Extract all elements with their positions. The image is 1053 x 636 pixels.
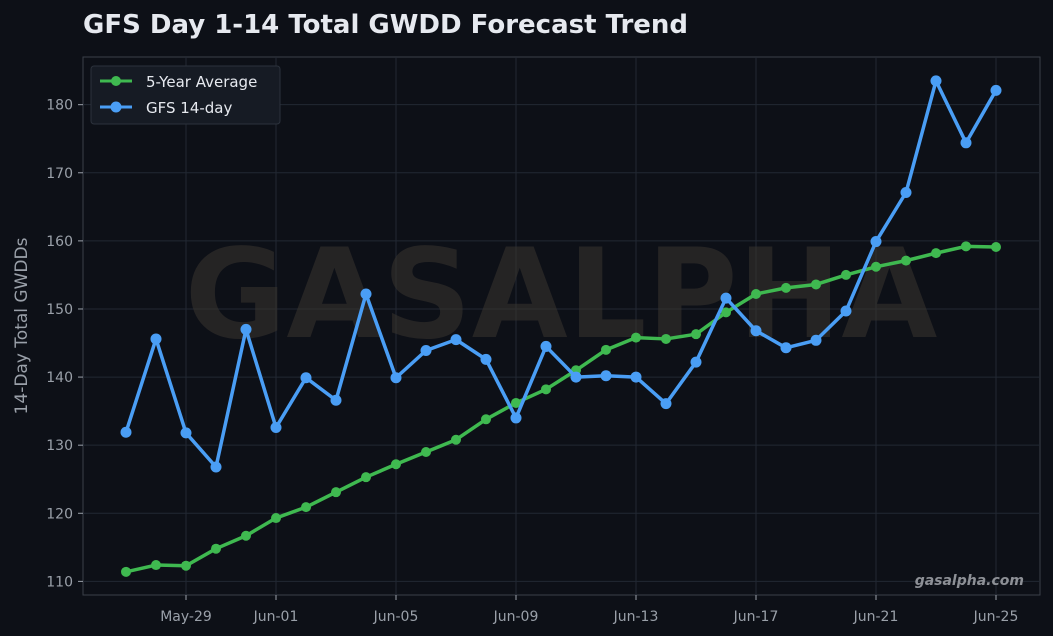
legend-label-gfs: GFS 14-day	[146, 99, 232, 117]
series-5yr-average	[121, 241, 1001, 577]
watermark: GASALPHA	[185, 223, 938, 367]
data-point	[120, 426, 132, 438]
series-gfs-14day	[120, 75, 1002, 473]
data-point	[690, 356, 702, 368]
y-tick-label: 120	[46, 506, 73, 522]
series-line	[125, 244, 997, 574]
series-line	[124, 79, 998, 469]
data-point	[390, 372, 402, 384]
data-point	[930, 75, 942, 87]
data-point	[301, 502, 311, 513]
x-tick-label: Jun-09	[493, 609, 539, 625]
data-point	[900, 187, 912, 199]
x-tick-label: Jun-17	[733, 609, 779, 625]
legend-box	[90, 65, 281, 125]
data-point	[420, 345, 432, 357]
x-tick-label: May-29	[160, 609, 212, 625]
data-point	[331, 487, 341, 498]
credit-text: gasalpha.com	[915, 573, 1024, 589]
x-tick-label: Jun-01	[253, 609, 299, 625]
data-point	[720, 292, 732, 304]
data-point	[540, 340, 552, 352]
y-axis-label: 14-Day Total GWDDs	[12, 237, 32, 414]
data-point	[991, 242, 1001, 253]
x-tick-label: Jun-05	[373, 609, 419, 625]
data-point	[990, 84, 1002, 96]
data-point	[840, 305, 852, 317]
data-point	[691, 329, 701, 340]
data-point	[810, 334, 822, 346]
x-tick-labels: May-29 Jun-01 Jun-05 Jun-09 Jun-13 Jun-17 Jun-…	[160, 595, 1018, 625]
data-point	[151, 560, 161, 571]
data-point	[630, 371, 642, 383]
data-point	[750, 325, 762, 337]
y-tick-label: 140	[46, 370, 73, 386]
legend-marker-5yr	[111, 76, 121, 86]
data-point	[421, 446, 431, 457]
chart-title: GFS Day 1-14 Total GWDD Forecast Trend	[83, 10, 688, 40]
data-point	[150, 333, 162, 345]
data-point	[480, 353, 492, 365]
data-point	[330, 394, 342, 406]
data-point	[751, 288, 761, 299]
data-point	[660, 398, 672, 410]
y-tick-label: 150	[46, 302, 73, 318]
data-point	[811, 279, 821, 290]
data-point	[601, 344, 611, 355]
data-point	[870, 236, 882, 248]
data-point	[600, 370, 612, 382]
data-point	[841, 269, 851, 280]
data-point	[631, 332, 641, 343]
plot-area	[82, 56, 1041, 596]
series-layer	[120, 75, 1002, 577]
data-point	[510, 412, 522, 424]
x-tick-label: Jun-13	[613, 609, 659, 625]
data-point	[241, 530, 251, 541]
data-point	[360, 288, 372, 300]
legend-label-5yr: 5-Year Average	[146, 73, 257, 91]
data-point	[960, 137, 972, 149]
data-point	[541, 384, 551, 395]
data-point	[271, 513, 281, 524]
data-point	[781, 282, 791, 293]
data-point	[181, 560, 191, 571]
data-point	[211, 543, 221, 554]
data-point	[180, 427, 192, 439]
data-point	[451, 434, 461, 445]
data-point	[780, 342, 792, 354]
legend-marker-gfs	[110, 101, 122, 113]
data-point	[121, 566, 131, 577]
data-point	[570, 371, 582, 383]
data-point	[391, 459, 401, 470]
data-point	[481, 414, 491, 425]
data-point	[511, 397, 521, 408]
y-tick-label: 170	[46, 166, 73, 182]
data-point	[961, 241, 971, 252]
data-point	[270, 421, 282, 433]
y-tick-label: 130	[46, 438, 73, 454]
x-tick-label: Jun-21	[853, 609, 899, 625]
data-point	[240, 323, 252, 335]
y-tick-labels: 110 120 130 140 150 160 170 180	[46, 98, 83, 590]
y-tick-label: 180	[46, 98, 73, 114]
data-point	[901, 255, 911, 266]
y-tick-label: 110	[46, 574, 73, 590]
legend: 5-Year Average GFS 14-day	[90, 65, 281, 125]
data-point	[931, 248, 941, 259]
data-point	[721, 307, 731, 318]
data-point	[361, 472, 371, 483]
data-point	[300, 372, 312, 384]
data-point	[661, 333, 671, 344]
data-point	[450, 334, 462, 346]
data-point	[210, 461, 222, 473]
x-tick-label: Jun-25	[973, 609, 1019, 625]
data-point	[871, 261, 881, 272]
y-tick-label: 160	[46, 234, 73, 250]
